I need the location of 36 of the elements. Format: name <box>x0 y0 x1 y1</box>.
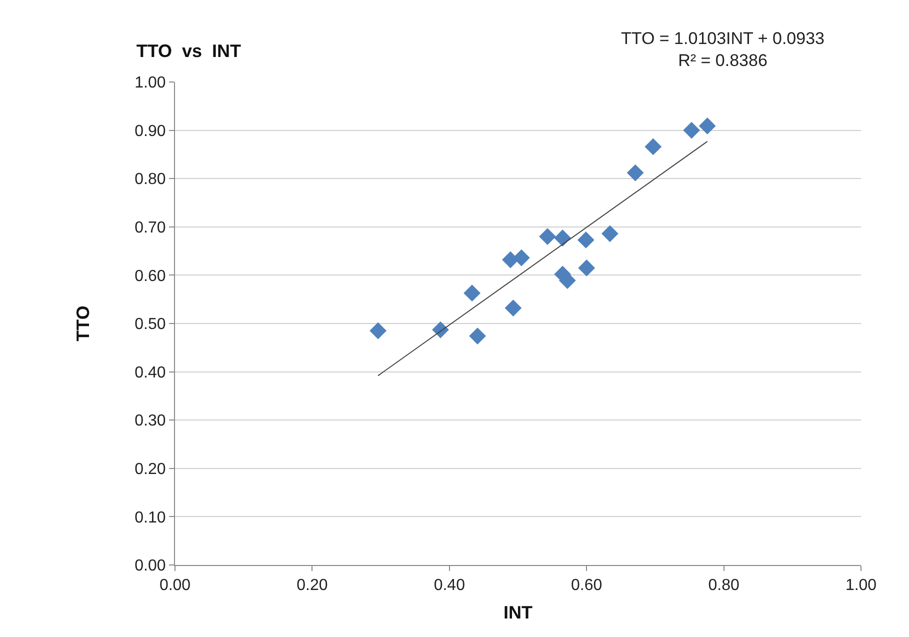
point <box>577 231 594 248</box>
point <box>626 164 644 182</box>
y-tick-label: 0.90 <box>134 122 166 140</box>
point <box>370 322 387 340</box>
point <box>601 225 618 242</box>
point <box>683 122 700 139</box>
x-tick-label: 1.00 <box>845 577 877 594</box>
y-tick-label: 0.10 <box>134 509 166 526</box>
x-tick-label: 0.40 <box>434 577 466 594</box>
point <box>698 118 716 134</box>
x-axis-title: INT <box>504 602 532 622</box>
text: R² = 0.8386 <box>678 51 768 70</box>
text: TTO = 1.0103INT + 0.0933 <box>621 29 825 48</box>
y-tick-label: 0.80 <box>134 171 166 188</box>
point <box>644 138 662 156</box>
x-tick-label: 0.00 <box>159 577 191 594</box>
y-tick-label: 0.30 <box>134 412 166 430</box>
point <box>578 260 596 276</box>
y-tick-label: 0.50 <box>134 316 166 334</box>
point <box>469 328 486 345</box>
y-tick-label: 1.00 <box>134 74 166 92</box>
x-tick-label: 0.20 <box>296 577 328 594</box>
point <box>539 228 556 246</box>
y-axis-title: TTO <box>72 306 93 342</box>
y-tick-label: 0.40 <box>134 364 166 382</box>
x-tick-label: 0.60 <box>571 577 602 594</box>
y-tick-label: 0.60 <box>134 268 166 285</box>
y-tick-label: 0.70 <box>134 220 166 236</box>
x-tick-label: 0.80 <box>708 577 740 594</box>
y-tick-label: 0.00 <box>134 558 166 575</box>
point <box>432 321 449 338</box>
chart-title: TTO vs INT <box>136 41 242 62</box>
point <box>554 230 572 246</box>
point <box>504 300 522 316</box>
point <box>464 284 480 302</box>
y-tick-label: 0.20 <box>134 461 166 478</box>
